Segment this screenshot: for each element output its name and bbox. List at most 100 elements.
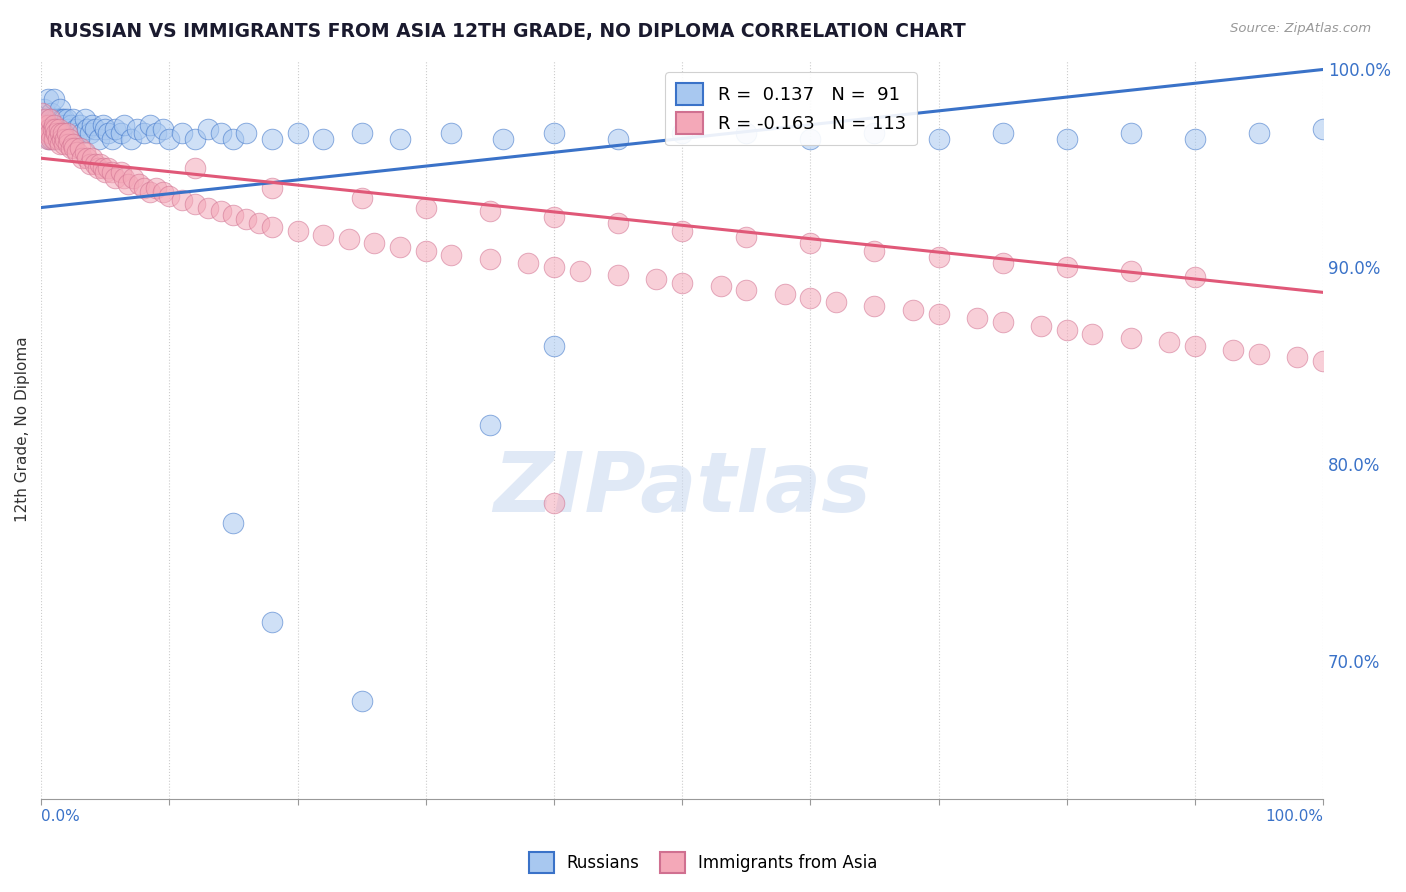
Point [34, 121, 56, 136]
Point [235, 126, 257, 140]
Point [51, 131, 73, 145]
Legend: Russians, Immigrants from Asia: Russians, Immigrants from Asia [522, 846, 884, 880]
Point [66, 145, 89, 160]
Point [82, 151, 104, 165]
Point [55, 126, 77, 140]
Point [97, 161, 120, 175]
Point [55, 118, 77, 132]
Point [46, 118, 69, 132]
Point [440, 126, 463, 140]
Point [235, 212, 257, 227]
Point [363, 235, 385, 250]
Point [100, 165, 122, 179]
Point [260, 220, 283, 235]
Point [1081, 326, 1104, 341]
Point [41, 121, 63, 136]
Point [928, 307, 950, 321]
Point [53, 126, 76, 140]
Point [94, 165, 117, 179]
Point [48, 126, 70, 140]
Point [350, 694, 373, 708]
Point [42, 92, 65, 106]
Point [735, 230, 758, 244]
Point [671, 276, 693, 290]
Point [543, 211, 565, 225]
Point [100, 131, 122, 145]
Point [799, 291, 821, 305]
Point [34, 112, 56, 126]
Point [104, 171, 127, 186]
Y-axis label: 12th Grade, No Diploma: 12th Grade, No Diploma [15, 336, 30, 523]
Point [49, 126, 72, 140]
Point [56, 137, 79, 152]
Point [69, 118, 91, 132]
Point [44, 118, 66, 132]
Text: Source: ZipAtlas.com: Source: ZipAtlas.com [1230, 22, 1371, 36]
Point [104, 121, 127, 136]
Point [1247, 346, 1270, 360]
Point [863, 244, 886, 258]
Point [53, 112, 76, 126]
Point [152, 121, 174, 136]
Point [287, 126, 309, 140]
Point [607, 216, 630, 230]
Point [49, 118, 72, 132]
Point [45, 112, 67, 126]
Point [41, 131, 63, 145]
Point [32, 102, 55, 116]
Point [145, 126, 167, 140]
Point [45, 126, 67, 140]
Point [928, 250, 950, 264]
Point [42, 112, 65, 126]
Point [44, 121, 66, 136]
Point [543, 496, 565, 510]
Point [49, 102, 72, 116]
Point [440, 248, 463, 262]
Point [120, 131, 142, 145]
Point [1286, 351, 1309, 365]
Point [79, 126, 101, 140]
Point [31, 106, 53, 120]
Point [41, 106, 63, 120]
Text: 0.0%: 0.0% [41, 809, 80, 824]
Point [415, 244, 437, 258]
Point [350, 191, 373, 205]
Point [247, 216, 270, 230]
Point [735, 126, 758, 140]
Point [62, 137, 84, 152]
Point [66, 126, 89, 140]
Point [222, 516, 245, 531]
Legend: R =  0.137   N =  91, R = -0.163   N = 113: R = 0.137 N = 91, R = -0.163 N = 113 [665, 72, 917, 145]
Point [53, 137, 76, 152]
Point [42, 118, 65, 132]
Point [478, 204, 501, 219]
Point [172, 126, 194, 140]
Point [37, 131, 59, 145]
Point [710, 279, 733, 293]
Point [46, 131, 69, 145]
Point [55, 131, 77, 145]
Point [48, 112, 70, 126]
Point [58, 126, 80, 140]
Point [312, 131, 335, 145]
Point [62, 131, 84, 145]
Point [901, 303, 924, 318]
Point [1184, 131, 1206, 145]
Point [645, 271, 668, 285]
Point [55, 112, 77, 126]
Point [76, 151, 98, 165]
Point [287, 224, 309, 238]
Point [48, 121, 70, 136]
Point [1312, 121, 1334, 136]
Point [114, 171, 136, 186]
Point [84, 157, 107, 171]
Point [39, 126, 62, 140]
Point [172, 193, 194, 207]
Text: 100.0%: 100.0% [1265, 809, 1323, 824]
Point [110, 126, 132, 140]
Point [184, 196, 207, 211]
Point [543, 126, 565, 140]
Point [991, 126, 1014, 140]
Point [1119, 126, 1142, 140]
Point [59, 141, 82, 155]
